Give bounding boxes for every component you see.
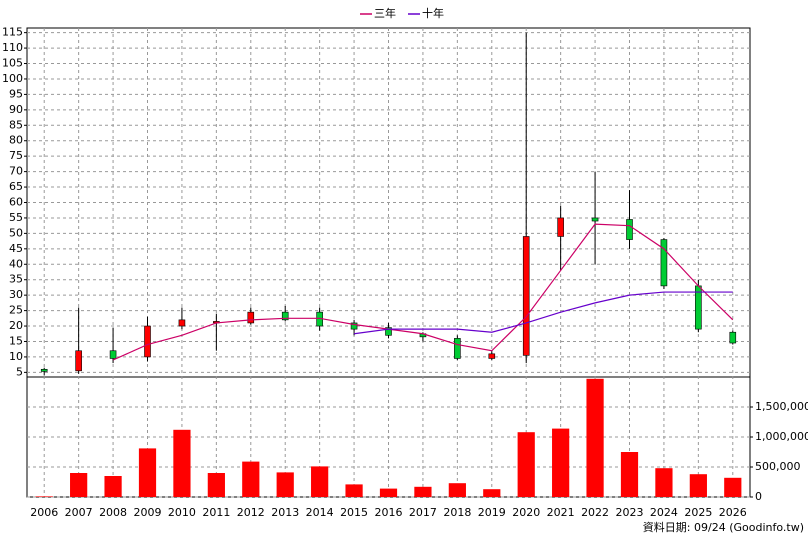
y-tick-label: 15 xyxy=(9,334,23,347)
legend-label: 十年 xyxy=(422,6,444,20)
y-tick-label: 25 xyxy=(9,304,23,317)
y-tick-label: 100 xyxy=(2,72,23,85)
x-tick-label: 2009 xyxy=(134,506,162,519)
volume-bar xyxy=(207,473,225,497)
x-tick-label: 2013 xyxy=(271,506,299,519)
volume-bar xyxy=(655,468,673,497)
candle-body xyxy=(144,325,151,358)
volume-bar xyxy=(724,477,742,497)
y-tick-label: 45 xyxy=(9,242,23,255)
x-tick-label: 2015 xyxy=(340,506,368,519)
candle-body xyxy=(350,322,358,330)
ma-line xyxy=(353,291,733,335)
x-tick-label: 2008 xyxy=(99,506,127,519)
x-tick-label: 2023 xyxy=(616,506,644,519)
candle-body xyxy=(75,350,82,372)
x-tick-label: 2011 xyxy=(202,506,230,519)
x-tick-label: 2012 xyxy=(237,506,265,519)
x-tick-label: 2017 xyxy=(409,506,437,519)
y-tick-label: 30 xyxy=(9,288,23,301)
candle-body xyxy=(385,327,392,336)
note: 資料日期: 09/24 (Goodinfo.tw) xyxy=(643,520,804,534)
candle-body xyxy=(247,311,255,324)
x-tick-label: 2020 xyxy=(512,506,540,519)
y-tick-label: 65 xyxy=(9,180,23,193)
y-tick-label: 105 xyxy=(2,57,23,70)
volume-bar xyxy=(276,472,294,497)
y-tick-label: 115 xyxy=(2,26,23,39)
candle-body xyxy=(660,239,668,287)
candle-body xyxy=(522,236,530,356)
x-tick-label: 2026 xyxy=(719,506,747,519)
x-tick-label: 2024 xyxy=(650,506,678,519)
legend-label: 三年 xyxy=(374,6,396,20)
x-tick-label: 2014 xyxy=(306,506,334,519)
y-tick-label: 20 xyxy=(9,319,23,332)
candle-body xyxy=(591,217,599,222)
y-tick-label: 85 xyxy=(9,118,23,131)
volume-bar xyxy=(138,448,157,497)
volume-tick-label: 500,000 xyxy=(755,460,801,473)
candle-body xyxy=(488,353,496,359)
volume-bar xyxy=(517,432,535,497)
candle-body xyxy=(557,217,564,237)
x-tick-label: 2022 xyxy=(581,506,609,519)
volume-tick-label: 0 xyxy=(755,490,762,503)
volume-bar xyxy=(414,486,432,497)
volume-bar xyxy=(173,429,191,497)
x-tick-label: 2007 xyxy=(65,506,93,519)
candle-body xyxy=(281,311,289,321)
volume-bar xyxy=(483,489,501,497)
volume-bar xyxy=(242,461,260,497)
y-tick-label: 80 xyxy=(9,134,23,147)
y-tick-label: 110 xyxy=(2,41,23,54)
volume-bar xyxy=(104,476,122,497)
volume-bar xyxy=(70,473,88,497)
candle-body xyxy=(109,350,117,359)
x-tick-label: 2018 xyxy=(443,506,471,519)
volume-tick-label: 1,000,000 xyxy=(755,430,808,443)
y-tick-label: 35 xyxy=(9,273,23,286)
candle-body xyxy=(729,331,737,344)
y-tick-label: 10 xyxy=(9,350,23,363)
y-tick-label: 40 xyxy=(9,257,23,270)
y-tick-label: 5 xyxy=(16,365,23,378)
volume-bar xyxy=(35,496,53,497)
y-tick-label: 90 xyxy=(9,103,23,116)
volume-bar xyxy=(379,488,398,497)
x-tick-label: 2010 xyxy=(168,506,196,519)
x-tick-label: 2025 xyxy=(684,506,712,519)
volume-bar xyxy=(311,466,329,497)
y-tick-label: 70 xyxy=(9,165,23,178)
volume-bar xyxy=(620,452,639,497)
y-tick-label: 95 xyxy=(9,87,23,100)
candle-body xyxy=(40,368,48,372)
volume-bar xyxy=(586,378,604,497)
volume-bar xyxy=(448,483,466,497)
candle-body xyxy=(454,338,461,359)
x-tick-label: 2021 xyxy=(547,506,575,519)
volume-tick-label: 1,500,000 xyxy=(755,400,808,413)
y-tick-label: 75 xyxy=(9,149,23,162)
candle-body xyxy=(178,319,186,327)
x-tick-label: 2016 xyxy=(375,506,403,519)
ma-line xyxy=(112,223,734,361)
x-tick-label: 2019 xyxy=(478,506,506,519)
y-tick-label: 60 xyxy=(9,196,23,209)
volume-bar xyxy=(552,428,570,497)
x-tick-label: 2006 xyxy=(30,506,58,519)
y-tick-label: 55 xyxy=(9,211,23,224)
volume-bar xyxy=(345,484,363,497)
y-tick-label: 50 xyxy=(9,226,23,239)
candle-body xyxy=(626,219,633,240)
volume-bar xyxy=(689,474,707,497)
